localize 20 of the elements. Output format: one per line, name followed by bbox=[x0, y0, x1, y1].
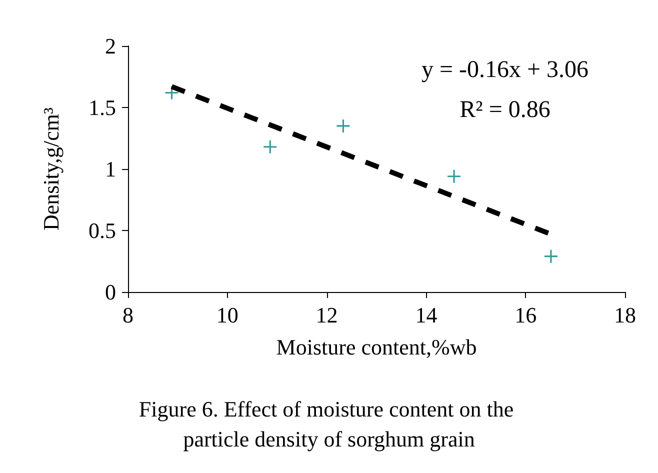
point bbox=[336, 119, 350, 132]
x-axis-title: Moisture content,%wb bbox=[276, 334, 477, 360]
y-tick-label: 0.5 bbox=[88, 218, 116, 243]
point bbox=[264, 140, 277, 154]
annotation: R² = 0.86 bbox=[460, 97, 550, 123]
x-tick-label: 10 bbox=[216, 302, 238, 328]
point bbox=[544, 250, 558, 263]
y-axis-title: Density,g/cm³ bbox=[38, 107, 64, 231]
y-tick-label: 0 bbox=[105, 280, 116, 304]
y-tick-label: 1 bbox=[105, 156, 116, 182]
y-tick-label: 1.5 bbox=[88, 95, 116, 120]
x-tick-label: 8 bbox=[122, 302, 134, 328]
x-tick-label: 18 bbox=[614, 302, 636, 328]
x-tick-label: 14 bbox=[415, 302, 438, 328]
point bbox=[448, 170, 461, 183]
x-tick-label: 16 bbox=[514, 302, 537, 328]
text: Figure 6. Effect of moisture content on the particle density of sorghum grain bbox=[138, 396, 520, 452]
x-tick-label: 12 bbox=[316, 302, 338, 328]
annotation: y = -0.16x + 3.06 bbox=[421, 57, 589, 83]
y-tick-label: 2 bbox=[105, 34, 116, 58]
